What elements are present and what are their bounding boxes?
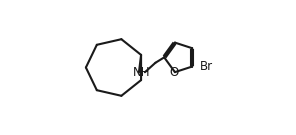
Text: NH: NH xyxy=(133,66,151,79)
Text: O: O xyxy=(169,66,178,79)
Text: Br: Br xyxy=(200,60,213,73)
